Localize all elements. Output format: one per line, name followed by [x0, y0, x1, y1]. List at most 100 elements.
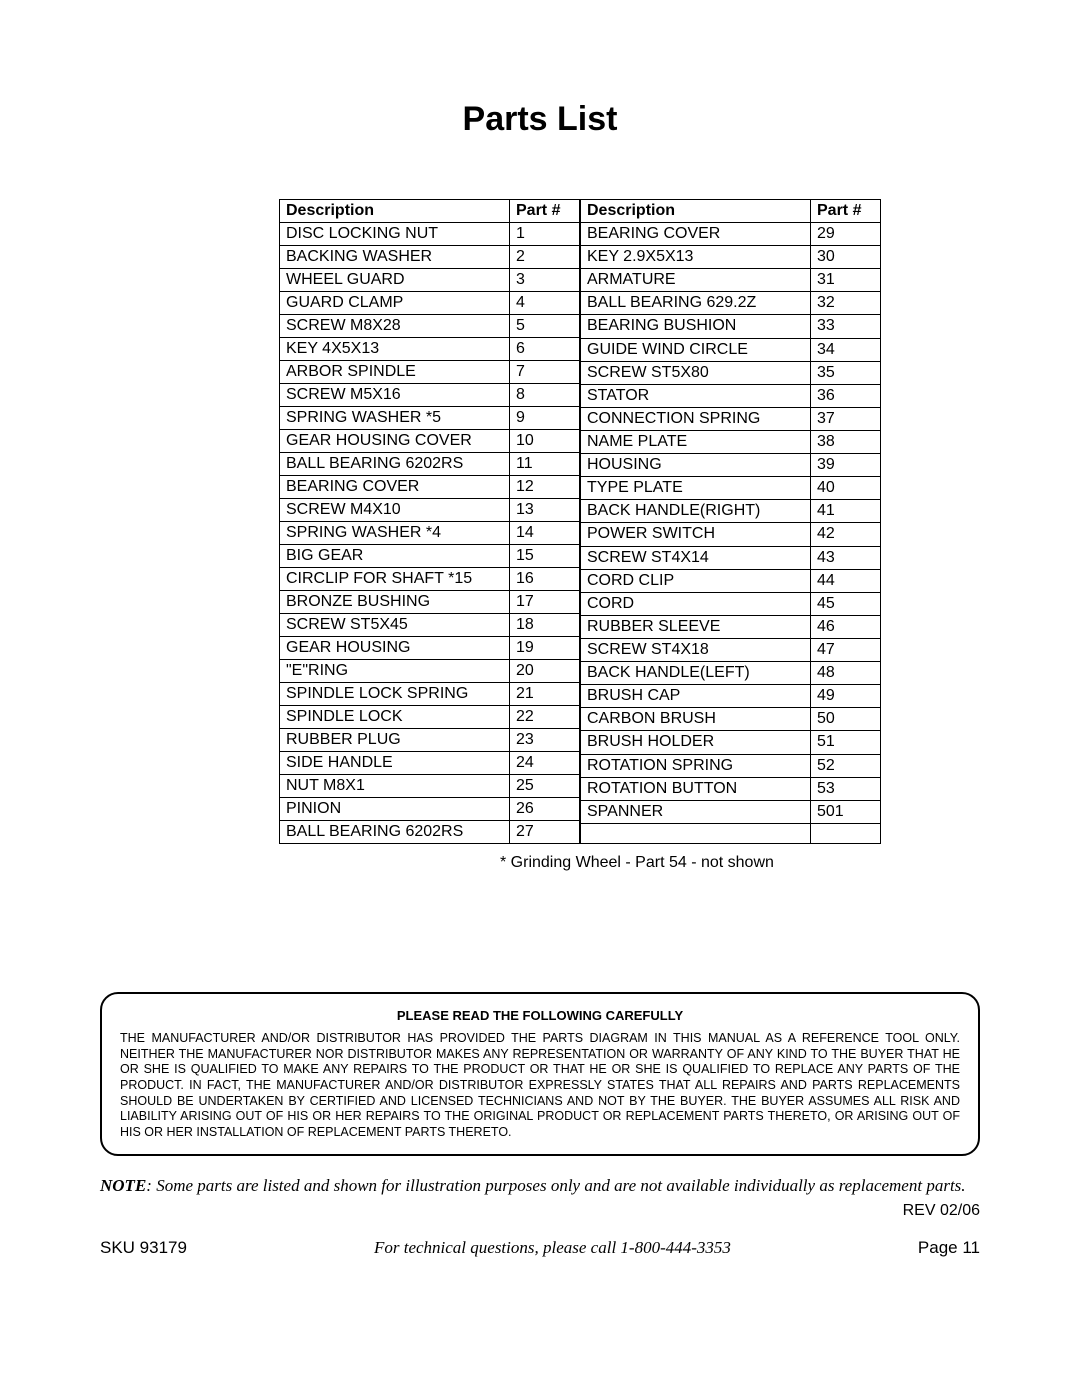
- cell-part-number: 52: [811, 754, 881, 777]
- table-row: BEARING BUSHION33: [581, 315, 881, 338]
- cell-description: "E"RING: [280, 660, 510, 683]
- cell-part-number: 13: [510, 499, 580, 522]
- table-row: NUT M8X125: [280, 775, 580, 798]
- cell-part-number: 50: [811, 708, 881, 731]
- cell-part-number: 38: [811, 430, 881, 453]
- table-row: ARMATURE31: [581, 269, 881, 292]
- cell-description: TYPE PLATE: [581, 477, 811, 500]
- table-row: BIG GEAR15: [280, 545, 580, 568]
- table-row: BRUSH HOLDER51: [581, 731, 881, 754]
- cell-part-number: 22: [510, 706, 580, 729]
- cell-part-number: 501: [811, 800, 881, 823]
- cell-description: NAME PLATE: [581, 430, 811, 453]
- table-row: PINION26: [280, 798, 580, 821]
- cell-part-number: 49: [811, 685, 881, 708]
- cell-part-number: 36: [811, 384, 881, 407]
- cell-part-number: 45: [811, 592, 881, 615]
- footer-page-number: Page 11: [918, 1238, 980, 1258]
- cell-description: KEY 2.9X5X13: [581, 246, 811, 269]
- cell-description: SIDE HANDLE: [280, 752, 510, 775]
- cell-description: CORD: [581, 592, 811, 615]
- cell-description: ARBOR SPINDLE: [280, 361, 510, 384]
- cell-part-number: 4: [510, 292, 580, 315]
- table-row: SCREW M4X1013: [280, 499, 580, 522]
- cell-part-number: 23: [510, 729, 580, 752]
- cell-description: GUARD CLAMP: [280, 292, 510, 315]
- table-header-row: Description Part #: [280, 200, 580, 223]
- table-row: BEARING COVER12: [280, 476, 580, 499]
- notice-box: PLEASE READ THE FOLLOWING CAREFULLY THE …: [100, 992, 980, 1156]
- cell-description: SPRING WASHER *5: [280, 407, 510, 430]
- cell-description: ROTATION BUTTON: [581, 777, 811, 800]
- page-footer: SKU 93179 For technical questions, pleas…: [100, 1238, 980, 1258]
- cell-part-number: [811, 823, 881, 843]
- table-row: SCREW ST4X1443: [581, 546, 881, 569]
- table-row: CONNECTION SPRING37: [581, 407, 881, 430]
- table-row: GUIDE WIND CIRCLE34: [581, 338, 881, 361]
- cell-part-number: 26: [510, 798, 580, 821]
- cell-part-number: 41: [811, 500, 881, 523]
- cell-description: CIRCLIP FOR SHAFT *15: [280, 568, 510, 591]
- table-row: [581, 823, 881, 843]
- table-row: GUARD CLAMP4: [280, 292, 580, 315]
- cell-part-number: 16: [510, 568, 580, 591]
- cell-part-number: 44: [811, 569, 881, 592]
- cell-description: GUIDE WIND CIRCLE: [581, 338, 811, 361]
- col-header-part: Part #: [510, 200, 580, 223]
- cell-description: PINION: [280, 798, 510, 821]
- cell-description: BACK HANDLE(RIGHT): [581, 500, 811, 523]
- cell-part-number: 40: [811, 477, 881, 500]
- table-row: BRUSH CAP49: [581, 685, 881, 708]
- table-row: RUBBER SLEEVE46: [581, 615, 881, 638]
- cell-part-number: 9: [510, 407, 580, 430]
- cell-description: BEARING COVER: [280, 476, 510, 499]
- table-row: CARBON BRUSH50: [581, 708, 881, 731]
- table-row: SCREW M5X168: [280, 384, 580, 407]
- cell-description: NUT M8X1: [280, 775, 510, 798]
- cell-part-number: 1: [510, 223, 580, 246]
- cell-description: SPANNER: [581, 800, 811, 823]
- cell-description: RUBBER PLUG: [280, 729, 510, 752]
- notice-title: PLEASE READ THE FOLLOWING CAREFULLY: [120, 1008, 960, 1023]
- cell-part-number: 19: [510, 637, 580, 660]
- cell-part-number: 32: [811, 292, 881, 315]
- cell-part-number: 48: [811, 662, 881, 685]
- cell-description: SCREW ST5X80: [581, 361, 811, 384]
- cell-part-number: 5: [510, 315, 580, 338]
- col-header-description: Description: [280, 200, 510, 223]
- cell-part-number: 51: [811, 731, 881, 754]
- table-row: SIDE HANDLE24: [280, 752, 580, 775]
- cell-part-number: 31: [811, 269, 881, 292]
- cell-description: BALL BEARING 6202RS: [280, 453, 510, 476]
- cell-description: ARMATURE: [581, 269, 811, 292]
- cell-description: HOUSING: [581, 454, 811, 477]
- table-row: SCREW M8X285: [280, 315, 580, 338]
- cell-description: SCREW M4X10: [280, 499, 510, 522]
- cell-part-number: 7: [510, 361, 580, 384]
- table-row: HOUSING39: [581, 454, 881, 477]
- cell-part-number: 10: [510, 430, 580, 453]
- cell-description: RUBBER SLEEVE: [581, 615, 811, 638]
- parts-table-right: Description Part # BEARING COVER29KEY 2.…: [580, 199, 881, 844]
- table-row: SPRING WASHER *59: [280, 407, 580, 430]
- note-label: NOTE: [100, 1176, 146, 1195]
- table-row: ARBOR SPINDLE7: [280, 361, 580, 384]
- cell-description: CONNECTION SPRING: [581, 407, 811, 430]
- cell-part-number: 15: [510, 545, 580, 568]
- parts-table-left: Description Part # DISC LOCKING NUT1BACK…: [279, 199, 580, 844]
- cell-part-number: 17: [510, 591, 580, 614]
- cell-description: BACKING WASHER: [280, 246, 510, 269]
- page-title: Parts List: [100, 100, 980, 139]
- table-row: SPINDLE LOCK SPRING21: [280, 683, 580, 706]
- table-row: POWER SWITCH42: [581, 523, 881, 546]
- cell-part-number: 53: [811, 777, 881, 800]
- table-row: CORD CLIP44: [581, 569, 881, 592]
- cell-part-number: 21: [510, 683, 580, 706]
- parts-tables-row: Description Part # DISC LOCKING NUT1BACK…: [180, 199, 980, 844]
- cell-description: KEY 4X5X13: [280, 338, 510, 361]
- cell-part-number: 29: [811, 223, 881, 246]
- cell-description: BRUSH HOLDER: [581, 731, 811, 754]
- cell-description: BIG GEAR: [280, 545, 510, 568]
- cell-part-number: 39: [811, 454, 881, 477]
- cell-part-number: 42: [811, 523, 881, 546]
